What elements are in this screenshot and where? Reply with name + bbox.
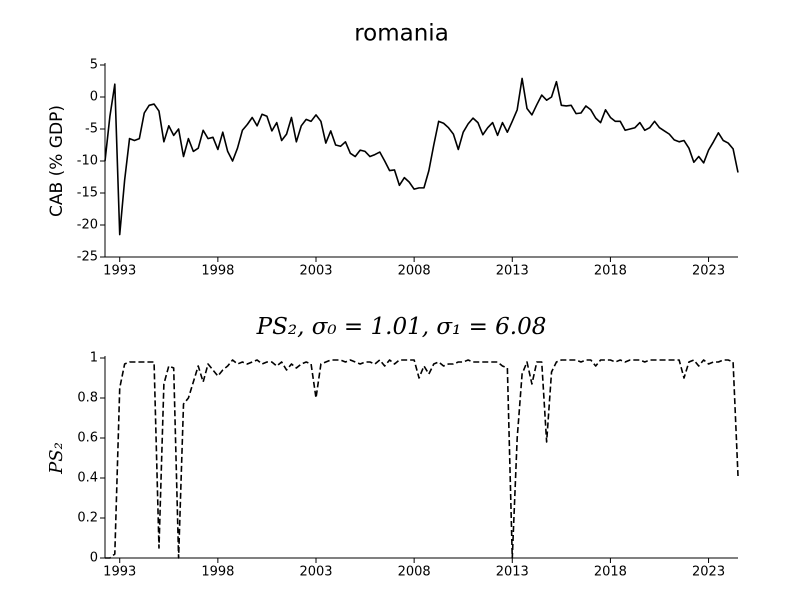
y-tick-label: -10 (77, 154, 98, 169)
y-tick-label: -5 (85, 122, 98, 137)
data-line (104, 77, 739, 236)
x-tick-label: 2023 (692, 264, 725, 279)
x-tick-label: 1998 (201, 264, 234, 279)
chart-title: romania (354, 21, 449, 47)
x-tick-label: 1993 (103, 565, 136, 580)
x-tick-label: 2018 (594, 565, 627, 580)
y-tick-label: 0 (90, 90, 98, 105)
x-tick-label: 2013 (496, 264, 529, 279)
x-tick-label: 2003 (299, 264, 332, 279)
x-tick-label: 2003 (299, 565, 332, 580)
data-line (105, 359, 739, 559)
x-tick-label: 2008 (398, 264, 431, 279)
y-tick-label: -15 (77, 186, 98, 201)
x-tick-label: 1993 (103, 264, 136, 279)
y-tick-label: 0.2 (77, 511, 98, 526)
y-axis-label: CAB (% GDP) (47, 105, 67, 217)
y-tick-label: -20 (77, 218, 98, 233)
y-tick-label: 1 (90, 351, 98, 366)
y-tick-label: 0.6 (77, 431, 98, 446)
y-tick-label: -25 (77, 250, 98, 265)
y-tick-label: 0.8 (77, 391, 98, 406)
x-tick-label: 1998 (201, 565, 234, 580)
x-tick-label: 2013 (496, 565, 529, 580)
chart-title: PS₂, σ₀ = 1.01, σ₁ = 6.08 (256, 314, 547, 340)
y-tick-label: 0 (90, 551, 98, 566)
x-tick-label: 2018 (594, 264, 627, 279)
x-tick-label: 2023 (692, 565, 725, 580)
y-tick-label: 5 (90, 58, 98, 73)
y-tick-label: 0.4 (77, 471, 98, 486)
x-tick-label: 2008 (398, 565, 431, 580)
y-axis-label: PS₂ (46, 442, 67, 475)
